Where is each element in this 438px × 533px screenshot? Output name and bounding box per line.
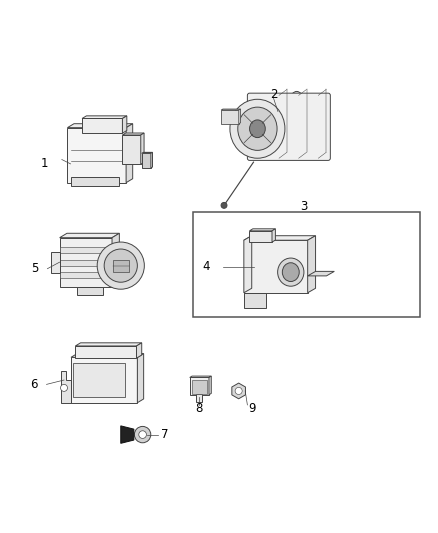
Polygon shape	[307, 236, 315, 293]
Bar	[73, 362, 125, 398]
Polygon shape	[71, 353, 144, 357]
Polygon shape	[272, 229, 276, 242]
Circle shape	[97, 242, 145, 289]
Polygon shape	[141, 152, 152, 154]
Polygon shape	[239, 109, 240, 124]
Bar	[192, 381, 207, 394]
Polygon shape	[67, 124, 133, 128]
Polygon shape	[82, 118, 123, 133]
Polygon shape	[250, 229, 276, 231]
Polygon shape	[137, 343, 142, 358]
Text: 5: 5	[31, 262, 38, 275]
Text: 4: 4	[202, 260, 210, 273]
Text: 1: 1	[41, 157, 48, 171]
Ellipse shape	[283, 263, 299, 281]
Polygon shape	[307, 271, 334, 276]
Polygon shape	[123, 133, 144, 135]
Ellipse shape	[250, 120, 265, 138]
Text: 2: 2	[270, 87, 277, 101]
Bar	[197, 394, 202, 401]
Polygon shape	[244, 240, 307, 293]
Text: 6: 6	[30, 378, 37, 391]
Polygon shape	[244, 293, 266, 308]
Circle shape	[221, 203, 227, 208]
Polygon shape	[71, 357, 138, 403]
Text: 8: 8	[196, 402, 203, 415]
Circle shape	[60, 384, 67, 391]
Polygon shape	[60, 238, 112, 287]
Polygon shape	[123, 116, 127, 133]
FancyBboxPatch shape	[247, 93, 330, 160]
Polygon shape	[60, 233, 120, 238]
Circle shape	[235, 387, 242, 394]
Polygon shape	[250, 231, 272, 242]
Ellipse shape	[285, 92, 308, 154]
Polygon shape	[60, 372, 71, 403]
Polygon shape	[232, 383, 245, 399]
Bar	[193, 212, 420, 317]
Polygon shape	[141, 133, 144, 164]
Bar	[60, 260, 112, 265]
Polygon shape	[112, 233, 120, 287]
Bar	[113, 260, 129, 272]
Polygon shape	[244, 236, 252, 293]
Polygon shape	[121, 426, 134, 443]
Polygon shape	[221, 110, 239, 124]
Text: 3: 3	[300, 200, 308, 213]
Circle shape	[104, 249, 138, 282]
Polygon shape	[190, 376, 211, 377]
Polygon shape	[123, 135, 141, 164]
Text: 9: 9	[248, 402, 255, 415]
Polygon shape	[141, 154, 151, 168]
Polygon shape	[244, 236, 315, 240]
Polygon shape	[151, 152, 152, 168]
Ellipse shape	[230, 99, 285, 158]
Ellipse shape	[238, 107, 277, 150]
Polygon shape	[75, 343, 142, 346]
Polygon shape	[126, 124, 133, 183]
Text: 7: 7	[161, 428, 168, 441]
Ellipse shape	[278, 258, 304, 286]
Bar	[71, 177, 119, 187]
Polygon shape	[190, 377, 209, 395]
Circle shape	[134, 426, 151, 443]
Polygon shape	[138, 353, 144, 403]
Polygon shape	[209, 376, 211, 395]
Bar	[51, 252, 60, 272]
Circle shape	[139, 431, 146, 439]
Bar	[77, 287, 103, 295]
Bar	[60, 272, 112, 278]
Polygon shape	[75, 346, 137, 358]
Polygon shape	[67, 128, 126, 183]
Polygon shape	[82, 116, 127, 118]
Polygon shape	[221, 109, 240, 110]
Bar	[60, 247, 112, 253]
